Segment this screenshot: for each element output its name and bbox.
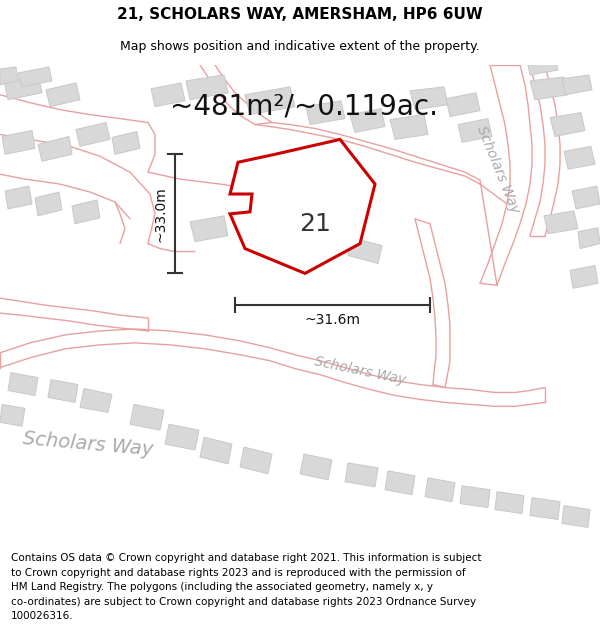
Text: 21: 21	[299, 212, 331, 236]
Polygon shape	[18, 67, 52, 87]
Polygon shape	[230, 139, 375, 273]
Polygon shape	[46, 83, 80, 107]
Polygon shape	[446, 92, 480, 117]
Text: ~33.0m: ~33.0m	[153, 186, 167, 242]
Polygon shape	[578, 228, 600, 249]
Polygon shape	[112, 131, 140, 154]
Polygon shape	[530, 77, 568, 100]
Text: ~31.6m: ~31.6m	[305, 313, 361, 327]
Polygon shape	[38, 136, 72, 161]
Polygon shape	[80, 389, 112, 412]
Polygon shape	[35, 192, 62, 216]
Polygon shape	[72, 200, 100, 224]
Polygon shape	[460, 486, 490, 508]
Polygon shape	[390, 114, 428, 139]
Polygon shape	[544, 211, 578, 234]
Polygon shape	[2, 131, 35, 154]
Text: Contains OS data © Crown copyright and database right 2021. This information is : Contains OS data © Crown copyright and d…	[11, 554, 481, 564]
Text: co-ordinates) are subject to Crown copyright and database rights 2023 Ordnance S: co-ordinates) are subject to Crown copyr…	[11, 597, 476, 607]
Polygon shape	[410, 87, 448, 109]
Text: 21, SCHOLARS WAY, AMERSHAM, HP6 6UW: 21, SCHOLARS WAY, AMERSHAM, HP6 6UW	[117, 7, 483, 22]
Polygon shape	[200, 437, 232, 464]
Polygon shape	[306, 101, 345, 124]
Polygon shape	[151, 83, 185, 107]
Polygon shape	[0, 404, 25, 426]
Text: Scholars Way: Scholars Way	[22, 429, 154, 459]
Text: to Crown copyright and database rights 2023 and is reproduced with the permissio: to Crown copyright and database rights 2…	[11, 568, 466, 578]
Polygon shape	[186, 75, 228, 100]
Polygon shape	[564, 146, 595, 169]
Polygon shape	[165, 424, 199, 450]
Text: Scholars Way: Scholars Way	[474, 123, 522, 215]
Polygon shape	[245, 87, 295, 114]
Polygon shape	[255, 172, 298, 199]
Polygon shape	[572, 186, 600, 209]
Text: ~481m²/~0.119ac.: ~481m²/~0.119ac.	[170, 92, 438, 121]
Text: Scholars Way: Scholars Way	[313, 354, 407, 387]
Text: 100026316.: 100026316.	[11, 611, 73, 621]
Polygon shape	[458, 119, 492, 142]
Text: Map shows position and indicative extent of the property.: Map shows position and indicative extent…	[120, 40, 480, 53]
Text: HM Land Registry. The polygons (including the associated geometry, namely x, y: HM Land Registry. The polygons (includin…	[11, 582, 433, 592]
Polygon shape	[562, 506, 590, 528]
Polygon shape	[48, 379, 78, 402]
Polygon shape	[425, 478, 455, 502]
Polygon shape	[5, 186, 32, 209]
Polygon shape	[345, 463, 378, 487]
Polygon shape	[8, 372, 38, 396]
Polygon shape	[348, 238, 382, 264]
Polygon shape	[76, 122, 110, 146]
Polygon shape	[350, 109, 385, 132]
Polygon shape	[495, 492, 524, 514]
Polygon shape	[550, 112, 585, 136]
Polygon shape	[570, 266, 598, 288]
Polygon shape	[528, 60, 558, 75]
Polygon shape	[0, 67, 18, 85]
Polygon shape	[130, 404, 164, 430]
Polygon shape	[562, 75, 592, 95]
Polygon shape	[190, 216, 228, 242]
Polygon shape	[240, 447, 272, 474]
Polygon shape	[530, 498, 560, 519]
Polygon shape	[300, 454, 332, 480]
Polygon shape	[4, 75, 42, 100]
Polygon shape	[385, 471, 415, 494]
